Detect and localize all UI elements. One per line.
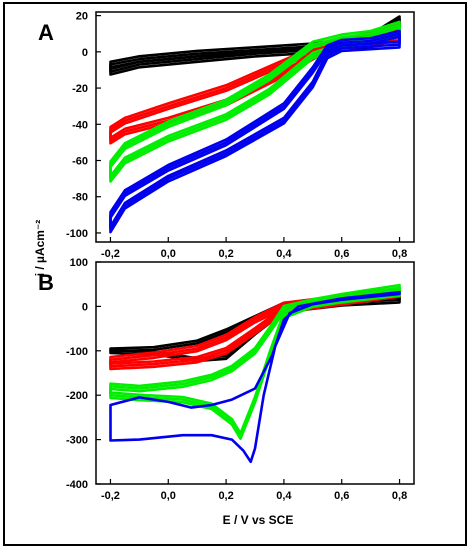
panel-b-series bbox=[109, 283, 401, 464]
panel-a-y-tick-label: -20 bbox=[72, 83, 88, 95]
panel-b-y-tick-label: -100 bbox=[66, 346, 88, 358]
figure-frame bbox=[3, 2, 467, 546]
panel-b-y-ticks: 100 0 -100 -200 -300 -400 bbox=[66, 257, 101, 491]
panel-a-y-tick-label: -60 bbox=[72, 156, 88, 168]
panel-b-y-tick-label: -300 bbox=[66, 435, 88, 447]
panel-a-x-tick-label: 0,0 bbox=[161, 248, 176, 260]
y-axis-title: i / µAcm⁻² bbox=[33, 220, 47, 277]
panel-a-x-tick-label: 0,6 bbox=[334, 248, 349, 260]
panel-b-x-tick-label: 0,0 bbox=[161, 490, 176, 502]
panel-b-series-3-cycle-0 bbox=[109, 290, 401, 464]
panel-a-series-3-cycle-2 bbox=[109, 29, 401, 228]
panel-b-x-ticks: -0,2 0,0 0,2 0,4 0,6 0,8 bbox=[101, 479, 407, 502]
x-axis-title: E / V vs SCE bbox=[223, 513, 294, 527]
panel-b-plot-frame bbox=[95, 261, 415, 485]
panel-b-y-tick-label: 0 bbox=[82, 301, 88, 313]
panel-b-x-tick-label: 0,6 bbox=[334, 490, 349, 502]
panel-b-label: B bbox=[38, 270, 54, 295]
panel-b-x-tick-label: 0,2 bbox=[218, 490, 233, 502]
panel-a-y-tick-label: -80 bbox=[72, 192, 88, 204]
panel-b-x-tick-label: -0,2 bbox=[101, 490, 120, 502]
panel-b-series-2-cycle-2 bbox=[109, 283, 401, 435]
panel-a-x-tick-label: 0,4 bbox=[276, 248, 292, 260]
panel-a-label: A bbox=[38, 20, 54, 45]
panel-a-y-tick-label: -100 bbox=[66, 228, 88, 240]
panel-b-x-tick-label: 0,8 bbox=[392, 490, 407, 502]
panel-a-x-tick-label: -0,2 bbox=[101, 248, 120, 260]
panel-a-plot-frame bbox=[95, 11, 415, 243]
panel-a-y-tick-label: -40 bbox=[72, 119, 88, 131]
panel-a-y-tick-label: 20 bbox=[76, 11, 88, 23]
panel-a-y-ticks: 20 0 -20 -40 -60 -80 -100 bbox=[66, 11, 101, 240]
panel-b-y-tick-label: -200 bbox=[66, 390, 88, 402]
panel-a: A -0,2 0,0 0,2 0,4 0,6 0,8 20 0 -20 -40 -60 -80 -10… bbox=[38, 11, 415, 260]
panel-b: B -0,2 0,0 0,2 0,4 0,6 0,8 100 0 -100 -200 -300 -4… bbox=[38, 257, 415, 502]
panel-b-x-tick-label: 0,4 bbox=[276, 490, 292, 502]
panel-a-series bbox=[109, 15, 401, 234]
panel-a-x-tick-label: 0,2 bbox=[218, 248, 233, 260]
panel-a-series-2-cycle-2 bbox=[109, 20, 401, 178]
panel-b-y-tick-label: 100 bbox=[70, 257, 88, 269]
panel-a-y-tick-label: 0 bbox=[82, 47, 88, 59]
panel-b-y-tick-label: -400 bbox=[66, 479, 88, 491]
panel-a-x-ticks: -0,2 0,0 0,2 0,4 0,6 0,8 bbox=[101, 237, 407, 260]
panel-a-x-tick-label: 0,8 bbox=[392, 248, 407, 260]
panel-a-series-0-cycle-2 bbox=[109, 15, 401, 71]
